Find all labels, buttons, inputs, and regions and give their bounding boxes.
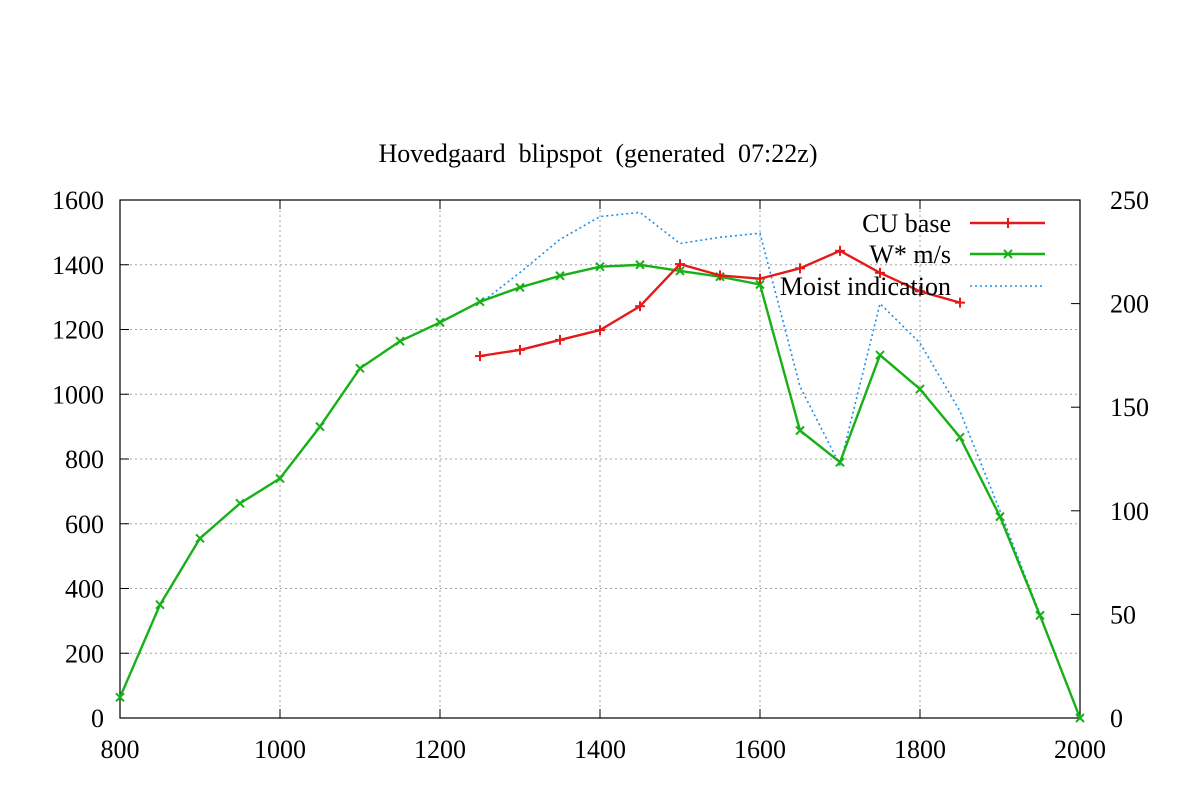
x-tick-label: 800 <box>101 735 140 764</box>
data-point <box>795 425 805 436</box>
y-tick-label: 600 <box>65 510 104 539</box>
data-point-marker <box>315 421 325 432</box>
data-point <box>1075 713 1085 723</box>
data-point-marker <box>595 261 605 272</box>
data-point-marker <box>195 533 205 544</box>
series-lines <box>115 211 1085 723</box>
y-tick-label: 1000 <box>52 380 104 409</box>
y-tick-label: 800 <box>65 445 104 474</box>
data-point <box>155 599 165 610</box>
legend-label: W* m/s <box>869 240 951 269</box>
data-point-marker <box>875 350 885 360</box>
data-point-marker <box>395 336 405 346</box>
data-point <box>835 457 845 467</box>
legend-item: W* m/s <box>869 240 1045 269</box>
x-tick-label: 1600 <box>734 735 786 764</box>
data-point <box>475 296 485 307</box>
data-point <box>235 498 245 509</box>
y-tick-label: 400 <box>65 575 104 604</box>
y-tick-label: 1400 <box>52 251 104 280</box>
data-point-marker <box>275 473 285 484</box>
data-point <box>595 261 605 272</box>
data-point <box>755 273 765 284</box>
data-point <box>555 271 565 281</box>
data-point <box>835 245 845 256</box>
y2-tick-label: 200 <box>1110 290 1149 319</box>
y2-tick-label: 150 <box>1110 393 1149 422</box>
legend-label: CU base <box>862 209 951 238</box>
chart-title: Hovedgaard blipspot (generated 07:22z) <box>379 139 818 168</box>
y-tick-label: 1200 <box>52 316 104 345</box>
series-line <box>479 211 1081 719</box>
data-point <box>755 279 765 290</box>
series-1 <box>115 260 1085 723</box>
series-0 <box>475 245 965 362</box>
data-point-marker <box>435 317 445 328</box>
data-point <box>195 533 205 544</box>
data-point <box>555 334 565 345</box>
y2-tick-label: 250 <box>1110 186 1149 215</box>
series-2 <box>479 211 1081 719</box>
data-point-marker <box>555 271 565 281</box>
axis-ticks: 800 1000 1200 1400 1600 1800 20000200400600800… <box>52 186 1149 764</box>
data-point-marker <box>795 425 805 436</box>
data-point <box>675 259 685 270</box>
data-point-marker <box>915 384 925 394</box>
data-point <box>915 286 925 297</box>
data-point-marker <box>475 296 485 307</box>
data-point <box>515 282 525 293</box>
data-point <box>635 301 645 312</box>
data-point <box>795 263 805 274</box>
data-point-marker <box>355 363 365 374</box>
data-point-marker <box>1035 610 1045 621</box>
data-point <box>915 384 925 394</box>
data-point <box>875 267 885 278</box>
y-tick-label: 200 <box>65 639 104 668</box>
data-point-marker <box>835 457 845 467</box>
data-point <box>315 421 325 432</box>
data-point-marker <box>995 511 1005 522</box>
data-point <box>635 260 645 270</box>
x-tick-label: 2000 <box>1054 735 1106 764</box>
data-point <box>1035 610 1045 621</box>
data-point <box>395 336 405 346</box>
legend-item: Moist indication <box>780 272 1045 301</box>
data-point-marker <box>675 266 685 276</box>
data-point-marker <box>235 498 245 509</box>
data-point-marker <box>755 279 765 290</box>
x-tick-label: 1200 <box>414 735 466 764</box>
data-point <box>475 351 485 362</box>
legend-item: CU base <box>862 209 1045 238</box>
data-point <box>115 692 125 702</box>
x-tick-label: 1800 <box>894 735 946 764</box>
data-point-marker <box>955 432 965 443</box>
data-point <box>515 344 525 355</box>
data-point <box>275 473 285 484</box>
data-point <box>715 270 725 281</box>
y-tick-label: 1600 <box>52 186 104 215</box>
data-point <box>955 432 965 443</box>
data-point-marker <box>515 282 525 293</box>
data-point <box>955 297 965 308</box>
data-point <box>435 317 445 328</box>
x-tick-label: 1400 <box>574 735 626 764</box>
data-point-marker <box>1003 249 1013 259</box>
data-point-marker <box>635 260 645 270</box>
y2-tick-label: 0 <box>1110 704 1123 733</box>
x-tick-label: 1000 <box>254 735 306 764</box>
data-point <box>355 363 365 374</box>
data-point-marker <box>1075 713 1085 723</box>
data-point <box>875 350 885 360</box>
legend-label: Moist indication <box>780 272 951 301</box>
data-point-marker <box>115 692 125 702</box>
y2-tick-label: 50 <box>1110 600 1136 629</box>
y2-tick-label: 100 <box>1110 497 1149 526</box>
data-point <box>595 325 605 336</box>
y-tick-label: 0 <box>91 704 104 733</box>
data-point-marker <box>155 599 165 610</box>
data-point <box>995 511 1005 522</box>
